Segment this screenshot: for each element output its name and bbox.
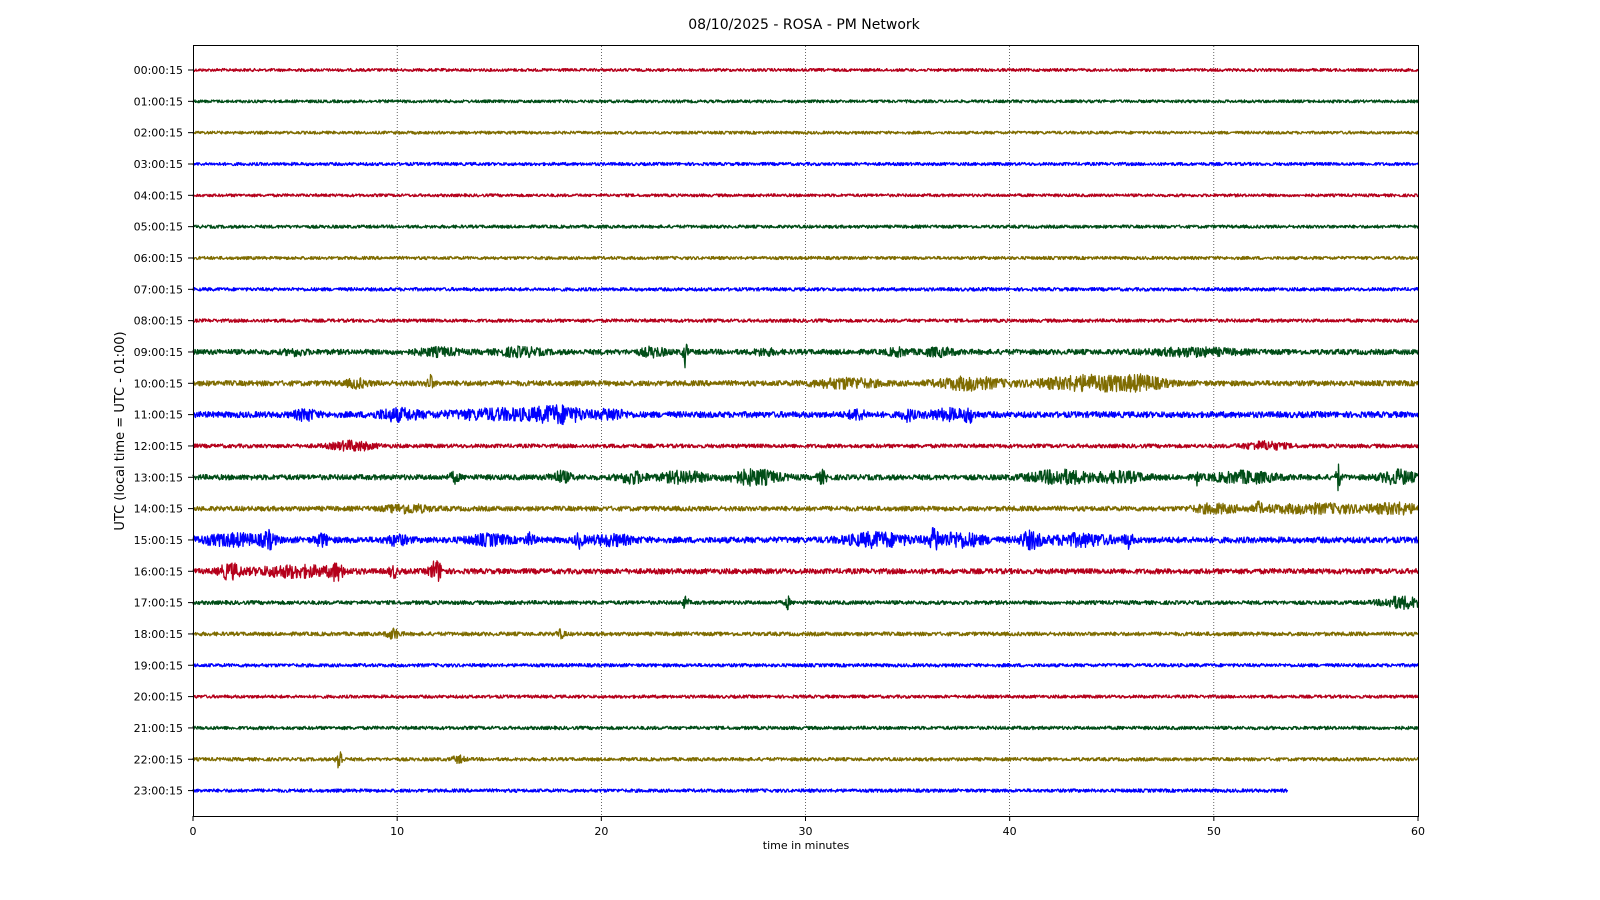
x-tick-label-0: 0 [190,825,197,838]
y-tick-label-16: 16:00:15 [134,565,183,578]
trace-03-00-15 [192,161,1420,167]
y-tick-label-12: 12:00:15 [134,440,183,453]
trace-09-00-15 [192,343,1420,369]
trace-20-00-15 [192,694,1420,699]
trace-23-00-15 [192,788,1289,793]
trace-13-00-15 [192,463,1419,492]
trace-01-00-15 [192,99,1420,104]
y-tick-label-3: 03:00:15 [134,158,183,171]
trace-16-00-15 [192,560,1419,583]
x-tick-label-40: 40 [1003,825,1017,838]
x-tick-label-20: 20 [594,825,608,838]
x-tick-label-60: 60 [1411,825,1425,838]
x-axis-label: time in minutes [763,839,850,852]
y-tick-label-5: 05:00:15 [134,221,183,234]
trace-08-00-15 [192,318,1420,323]
y-tick-label-4: 04:00:15 [134,189,183,202]
y-tick-label-8: 08:00:15 [134,315,183,328]
y-tick-label-7: 07:00:15 [134,283,183,296]
y-tick-label-14: 14:00:15 [134,503,183,516]
trace-19-00-15 [192,662,1420,668]
y-tick-label-15: 15:00:15 [134,534,183,547]
trace-10-00-15 [192,373,1420,393]
y-tick-label-10: 10:00:15 [134,377,183,390]
x-tick-label-50: 50 [1207,825,1221,838]
y-tick-label-22: 22:00:15 [134,753,183,766]
y-tick-label-18: 18:00:15 [134,628,183,641]
y-tick-label-23: 23:00:15 [134,785,183,798]
trace-14-00-15 [192,500,1420,516]
trace-17-00-15 [192,595,1420,611]
y-tick-label-1: 01:00:15 [134,95,183,108]
trace-21-00-15 [192,725,1420,731]
y-axis-label: UTC (local time = UTC - 01:00) [113,331,128,530]
x-ticks: 0 10 20 30 40 50 60 [190,816,1425,838]
x-tick-label-30: 30 [799,825,813,838]
trace-04-00-15 [192,193,1419,198]
trace-22-00-15 [192,751,1419,769]
trace-07-00-15 [192,286,1419,292]
y-tick-label-19: 19:00:15 [134,659,183,672]
y-tick-label-0: 00:00:15 [134,64,183,77]
y-tick-label-2: 02:00:15 [134,127,183,140]
trace-11-00-15 [192,404,1420,426]
trace-18-00-15 [192,627,1420,640]
y-tick-label-17: 17:00:15 [134,597,183,610]
plot-frame [193,45,1419,817]
trace-00-00-15 [192,67,1420,73]
trace-05-00-15 [192,224,1420,229]
trace-02-00-15 [192,130,1420,135]
y-tick-label-20: 20:00:15 [134,691,183,704]
grid-lines [396,46,1215,816]
y-tick-label-11: 11:00:15 [134,409,183,422]
trace-06-00-15 [192,255,1419,261]
y-tick-label-21: 21:00:15 [134,722,183,735]
y-tick-labels: 00:00:15 01:00:15 02:00:15 03:00:15 04:00:15… [134,64,193,798]
trace-15-00-15 [192,527,1420,551]
y-tick-label-9: 09:00:15 [134,346,183,359]
chart-title: 08/10/2025 - ROSA - PM Network [688,17,920,33]
y-tick-label-6: 06:00:15 [134,252,183,265]
trace-12-00-15 [192,439,1420,452]
x-tick-label-10: 10 [390,825,404,838]
y-tick-label-13: 13:00:15 [134,471,183,484]
seismic-traces [192,67,1420,793]
